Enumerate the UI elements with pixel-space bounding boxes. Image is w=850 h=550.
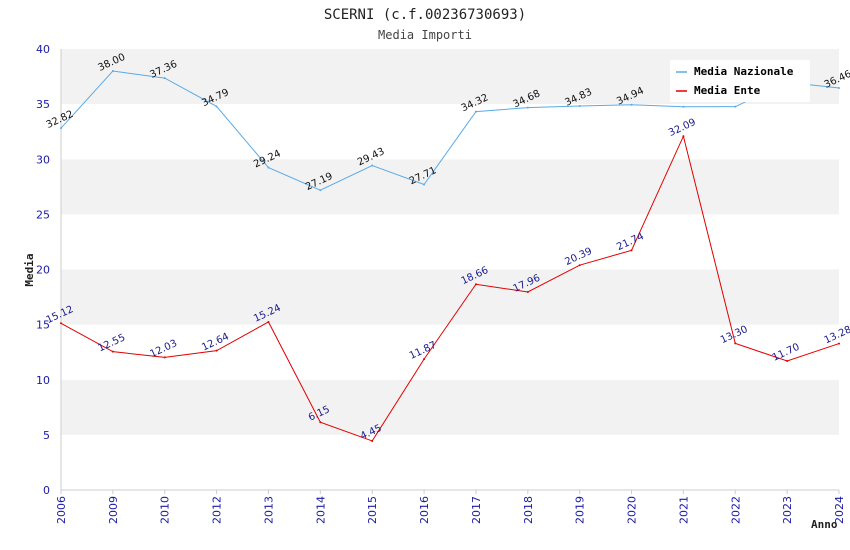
chart-subtitle: Media Importi <box>378 28 472 42</box>
x-tick-label: 2023 <box>781 496 794 524</box>
data-point <box>474 110 477 113</box>
data-point <box>371 439 374 442</box>
grid-bands <box>61 49 839 490</box>
y-axis-ticks: 0 5 10 15 20 25 30 35 40 <box>36 43 50 497</box>
x-tick-label: 2024 <box>833 496 846 524</box>
data-point <box>267 320 270 323</box>
data-point <box>423 358 426 361</box>
data-point <box>786 360 789 363</box>
chart-title: SCERNI (c.f.00236730693) <box>324 7 526 23</box>
data-point <box>526 290 529 293</box>
legend: Media Nazionale Media Ente <box>670 60 810 102</box>
legend-label-ente: Media Ente <box>694 84 761 97</box>
data-point <box>526 106 529 109</box>
grid-band <box>61 104 839 160</box>
x-tick-label: 2013 <box>262 496 275 524</box>
y-tick-label: 10 <box>36 374 50 387</box>
x-tick-label: 2009 <box>107 496 120 524</box>
legend-box <box>670 60 810 102</box>
x-axis-ticks: 2006 2009 2010 2012 2013 2014 2015 2016 2017 2018… <box>55 490 846 524</box>
x-tick-label: 2010 <box>159 496 172 524</box>
x-tick-label: 2012 <box>211 496 224 524</box>
data-point <box>838 87 840 90</box>
data-point <box>215 105 218 108</box>
x-tick-label: 2014 <box>314 496 327 524</box>
y-tick-label: 35 <box>36 98 50 111</box>
data-point <box>319 421 322 424</box>
x-tick-label: 2022 <box>729 496 742 524</box>
x-tick-label: 2006 <box>55 496 68 524</box>
x-axis-label: Anno <box>811 518 838 531</box>
y-tick-label: 40 <box>36 43 50 56</box>
y-tick-label: 25 <box>36 208 50 221</box>
y-tick-label: 0 <box>43 484 50 497</box>
data-point <box>423 183 426 186</box>
grid-band <box>61 159 839 215</box>
data-point <box>630 103 633 106</box>
data-point <box>474 283 477 286</box>
y-tick-label: 20 <box>36 264 50 277</box>
data-point <box>215 349 218 352</box>
x-tick-label: 2016 <box>418 496 431 524</box>
series-line-nazionale <box>60 70 840 191</box>
series-line-ente <box>60 134 840 442</box>
data-point <box>371 164 374 167</box>
x-tick-label: 2021 <box>677 496 690 524</box>
data-point <box>60 322 62 325</box>
data-point <box>734 105 737 108</box>
data-point <box>163 356 166 359</box>
legend-label-nazionale: Media Nazionale <box>694 65 794 78</box>
data-point <box>682 105 685 108</box>
x-tick-label: 2020 <box>626 496 639 524</box>
axes <box>60 49 839 491</box>
grid-band <box>61 434 839 490</box>
data-point <box>838 342 840 345</box>
data-point <box>578 264 581 267</box>
y-tick-label: 15 <box>36 319 50 332</box>
data-point <box>111 350 114 353</box>
data-point <box>682 135 685 138</box>
x-tick-label: 2019 <box>574 496 587 524</box>
grid-band <box>61 379 839 435</box>
data-point <box>319 189 322 192</box>
grid-band <box>61 324 839 380</box>
data-point <box>267 166 270 169</box>
data-point <box>60 127 62 130</box>
y-axis-label: Media <box>23 253 36 286</box>
data-point <box>163 77 166 80</box>
y-tick-label: 5 <box>43 429 50 442</box>
data-point <box>111 70 114 73</box>
y-tick-label: 30 <box>36 153 50 166</box>
data-point <box>734 342 737 345</box>
x-tick-label: 2018 <box>522 496 535 524</box>
data-point <box>578 104 581 107</box>
x-tick-label: 2017 <box>470 496 483 524</box>
data-point <box>630 249 633 252</box>
grid-band <box>61 269 839 325</box>
grid-band <box>61 214 839 270</box>
x-tick-label: 2015 <box>366 496 379 524</box>
